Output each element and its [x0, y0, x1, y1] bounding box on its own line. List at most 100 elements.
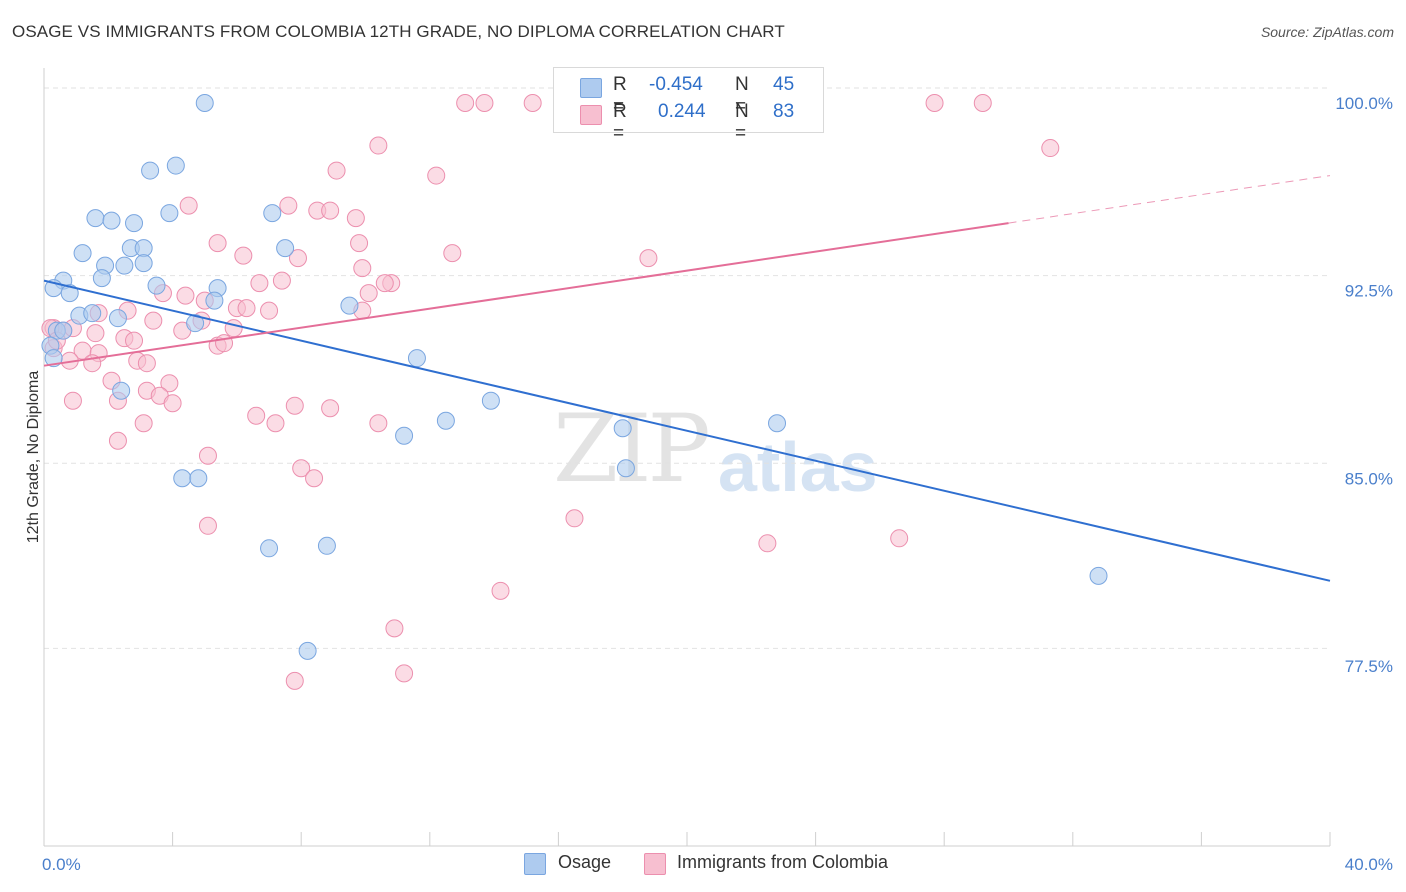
colombia-point: [237, 299, 256, 318]
colombia-point: [890, 529, 909, 548]
osage-point: [134, 254, 153, 273]
trend-layer: [43, 175, 1331, 582]
osage-point: [407, 349, 426, 368]
colombia-point: [272, 271, 291, 290]
bottom-legend-swatch-colombia: [644, 853, 666, 875]
colombia-point: [353, 259, 372, 278]
colombia-point: [250, 274, 269, 293]
watermark-atlas: atlas: [718, 428, 878, 506]
osage-point: [83, 304, 102, 323]
y-axis-title: 12th Grade, No Diploma: [25, 371, 42, 544]
colombia-point: [198, 516, 217, 535]
colombia-point: [758, 534, 777, 553]
osage-point: [189, 469, 208, 488]
osage-point: [1089, 566, 1108, 585]
osage-point: [160, 204, 179, 223]
colombia-point: [108, 431, 127, 450]
osage-point: [298, 641, 317, 660]
osage-point: [115, 256, 134, 275]
colombia-point: [63, 391, 82, 410]
colombia-point: [176, 286, 195, 305]
legend-r-value: -0.454: [649, 74, 703, 95]
x-tick-label: 40.0%: [1345, 855, 1393, 874]
osage-point: [436, 411, 455, 430]
legend-n-label: N =: [735, 74, 749, 117]
osage-point: [317, 536, 336, 555]
watermark-zip: ZIP: [553, 395, 711, 504]
colombia-point: [523, 94, 542, 113]
tick-label-layer: 100.0% 92.5% 85.0% 77.5% 0.0% 40.0%: [42, 94, 1393, 874]
osage-point: [616, 459, 635, 478]
colombia-point: [125, 331, 144, 350]
colombia-point: [86, 324, 105, 343]
osage-point: [195, 94, 214, 113]
colombia-point: [346, 209, 365, 228]
colombia-points-layer: [41, 94, 1060, 690]
colombia-point: [160, 374, 179, 393]
osage-point: [613, 419, 632, 438]
osage-point: [166, 156, 185, 175]
y-tick-label: 85.0%: [1345, 469, 1393, 488]
legend-n-label: N =: [735, 101, 749, 144]
colombia-point: [1041, 139, 1060, 158]
osage-point: [134, 239, 153, 258]
osage-point: [73, 244, 92, 263]
osage-point: [86, 209, 105, 228]
osage-point: [263, 204, 282, 223]
bottom-legend-swatch-osage: [524, 853, 546, 875]
legend-r-value: 0.244: [658, 101, 706, 122]
osage-point: [54, 321, 73, 340]
colombia-point: [321, 399, 340, 418]
colombia-point: [134, 414, 153, 433]
colombia-point: [305, 469, 324, 488]
legend-n-value: 83: [773, 101, 795, 122]
osage-point: [340, 296, 359, 315]
colombia-point: [427, 166, 446, 185]
stats-legend: R = -0.454 N = 45 R = 0.244 N = 83: [553, 67, 824, 144]
osage-point: [205, 291, 224, 310]
osage-point: [147, 276, 166, 295]
colombia-point: [144, 311, 163, 330]
colombia-point: [375, 274, 394, 293]
y-tick-label: 77.5%: [1345, 657, 1393, 676]
osage-trend-line: [43, 279, 1331, 582]
colombia-point: [163, 394, 182, 413]
osage-point: [768, 414, 787, 433]
legend-r-label: R =: [613, 74, 627, 117]
colombia-point: [973, 94, 992, 113]
osage-point: [260, 539, 279, 558]
osage-point: [108, 309, 127, 328]
osage-point: [125, 214, 144, 233]
osage-point: [276, 239, 295, 258]
colombia-point: [369, 414, 388, 433]
colombia-point: [137, 354, 156, 373]
source-credit: Source: ZipAtlas.com: [1260, 24, 1394, 40]
colombia-point: [179, 196, 198, 215]
chart-title: OSAGE VS IMMIGRANTS FROM COLOMBIA 12TH G…: [12, 22, 785, 41]
osage-point: [92, 269, 111, 288]
x-tick-label: 0.0%: [42, 855, 81, 874]
colombia-point: [327, 161, 346, 180]
y-tick-label: 100.0%: [1335, 94, 1393, 113]
colombia-point: [285, 396, 304, 415]
colombia-point: [279, 196, 298, 215]
colombia-point: [247, 406, 266, 425]
bottom-legend-label-colombia: Immigrants from Colombia: [677, 852, 889, 872]
colombia-point: [639, 249, 658, 268]
osage-point: [186, 314, 205, 333]
colombia-point: [321, 201, 340, 220]
osage-point: [60, 284, 79, 303]
osage-point: [102, 211, 121, 230]
legend-swatch-colombia: [580, 105, 602, 125]
colombia-point: [285, 671, 304, 690]
bottom-legend-label-osage: Osage: [558, 852, 612, 872]
colombia-point: [208, 234, 227, 253]
osage-point: [44, 349, 63, 368]
osage-point: [141, 161, 160, 180]
colombia-point: [565, 509, 584, 528]
colombia-point: [266, 414, 285, 433]
legend-r-label: R =: [613, 101, 627, 144]
colombia-point: [385, 619, 404, 638]
osage-points-layer: [41, 94, 1108, 660]
